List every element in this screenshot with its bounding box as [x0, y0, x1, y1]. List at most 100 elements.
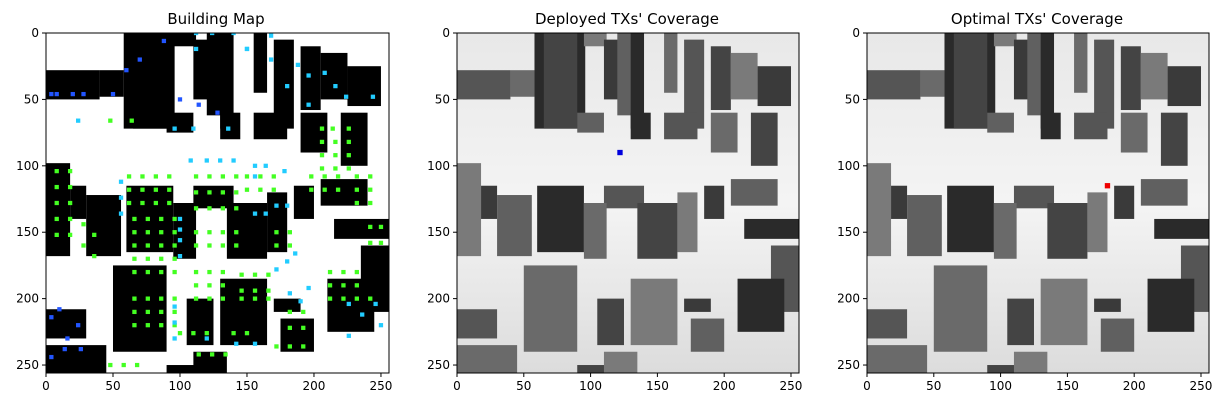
- y-tick-label: 0: [31, 26, 39, 40]
- tx-candidate-marker: [193, 206, 199, 211]
- tx-candidate-marker: [209, 33, 215, 36]
- building: [920, 70, 945, 97]
- tx-candidate-marker: [204, 158, 209, 163]
- building: [253, 112, 288, 140]
- tx-candidate-marker: [177, 227, 183, 232]
- tx-candidate-marker: [193, 296, 199, 301]
- tx-candidate-marker: [54, 200, 59, 206]
- tx-candidate-marker: [193, 46, 199, 52]
- tx-candidate-marker: [301, 344, 306, 349]
- tx-candidate-marker: [193, 230, 199, 235]
- tx-candidate-marker: [132, 269, 137, 275]
- building: [133, 33, 167, 129]
- building: [510, 70, 535, 97]
- tx-candidate-marker: [145, 256, 150, 261]
- tx-candidate-marker: [153, 200, 159, 206]
- tx-candidate-marker: [65, 336, 70, 341]
- tx-candidate-marker: [354, 269, 359, 275]
- tx-candidate-marker: [172, 269, 177, 275]
- building: [206, 33, 223, 116]
- tx-candidate-marker: [274, 344, 279, 349]
- tx-candidate-marker: [333, 166, 338, 171]
- tx-candidate-marker: [319, 126, 325, 131]
- tx-candidate-marker: [368, 174, 373, 179]
- panel-building-map: Building Map 0 50 100 150 200 250050100150200…: [16, 10, 392, 393]
- y-tick-label: 0: [852, 26, 860, 40]
- x-tick-label: 0: [863, 379, 871, 393]
- building: [664, 112, 698, 140]
- tx-candidate-marker: [368, 296, 373, 301]
- building: [710, 46, 731, 111]
- y-tick-label: 200: [837, 292, 860, 306]
- tx-candidate-marker: [287, 230, 292, 235]
- tx-candidate-marker: [204, 331, 209, 336]
- tx-candidate-marker: [271, 187, 276, 192]
- tx-candidate-marker: [57, 307, 62, 312]
- tx-candidate-marker: [49, 354, 54, 360]
- x-tick-label: 0: [42, 379, 50, 393]
- building: [684, 298, 711, 312]
- tx-candidate-marker: [54, 184, 59, 190]
- building: [577, 112, 604, 133]
- y-tick-label: 50: [845, 92, 860, 106]
- tx-candidate-marker: [49, 315, 54, 320]
- building: [1120, 112, 1148, 153]
- tx-candidate-marker: [172, 256, 177, 261]
- tx-candidate-marker: [220, 243, 226, 248]
- tx-candidate-marker: [193, 283, 199, 288]
- tx-candidate-marker: [234, 341, 239, 346]
- tx-candidate-marker: [274, 203, 279, 208]
- tx-candidate-marker: [301, 309, 306, 315]
- tx-candidate-marker: [81, 243, 86, 248]
- tx-candidate-marker: [172, 320, 177, 325]
- building: [537, 185, 584, 253]
- tx-candidate-marker: [287, 344, 292, 349]
- y-tick-label: 50: [435, 92, 450, 106]
- tx-candidate-marker: [330, 126, 335, 131]
- building: [1074, 112, 1108, 140]
- tx-candidate-marker: [252, 288, 258, 293]
- building: [730, 52, 758, 100]
- tx-candidate-marker: [76, 118, 81, 123]
- tx-candidate-marker: [263, 211, 268, 216]
- tx-candidate-marker: [76, 323, 81, 328]
- tx-candidate-marker: [54, 216, 59, 222]
- tx-candidate-marker: [49, 91, 54, 97]
- y-tick-label: 100: [16, 159, 39, 173]
- building: [867, 70, 921, 100]
- tx-candidate-marker: [244, 331, 250, 336]
- tx-candidate-marker: [220, 190, 226, 195]
- tx-candidate-marker: [220, 296, 226, 301]
- y-tick-label: 250: [16, 358, 39, 372]
- tx-candidate-marker: [244, 174, 250, 179]
- building: [70, 185, 87, 219]
- tx-candidate-marker: [301, 325, 306, 330]
- building: [577, 365, 607, 373]
- building: [690, 318, 725, 352]
- tx-candidate-marker: [159, 323, 164, 328]
- transmitter-layer: [617, 149, 623, 156]
- tx-candidate-marker: [177, 97, 183, 102]
- building: [993, 33, 1017, 47]
- tx-candidate-marker: [132, 230, 137, 235]
- y-tick-label: 150: [427, 225, 450, 239]
- building: [1140, 52, 1168, 100]
- building: [1100, 318, 1135, 352]
- tx-candidate-marker: [196, 352, 201, 357]
- tx-candidate-marker: [285, 259, 290, 264]
- tx-candidate-marker: [140, 174, 145, 179]
- tx-candidate-marker: [327, 283, 333, 288]
- x-tick-label: 100: [579, 379, 602, 393]
- tx-candidate-marker: [159, 309, 164, 315]
- transmitter-marker: [1104, 183, 1111, 189]
- tx-candidate-marker: [378, 240, 384, 245]
- building: [1047, 203, 1088, 259]
- tx-candidate-marker: [172, 126, 177, 131]
- tx-candidate-marker: [220, 269, 226, 275]
- tx-candidate-marker: [67, 232, 73, 237]
- tx-candidate-marker: [274, 267, 279, 272]
- tx-candidate-marker: [129, 118, 134, 123]
- x-tick-label: 0: [453, 379, 461, 393]
- tx-candidate-marker: [118, 195, 124, 200]
